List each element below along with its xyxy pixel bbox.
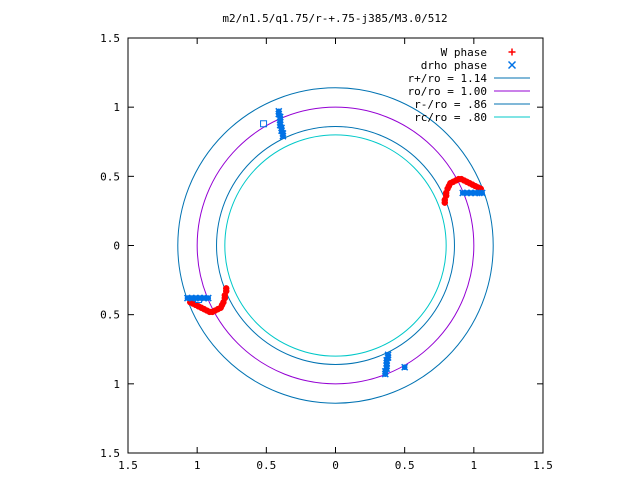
y-tick-label: 1.5 — [100, 447, 120, 460]
x-tick-label: 1.5 — [533, 459, 553, 472]
y-tick-label: 0.5 — [100, 309, 120, 322]
legend-cross-icon — [507, 60, 517, 70]
legend-plus-icon — [508, 48, 516, 56]
chart-title: m2/n1.5/q1.75/r-+.75-j385/M3.0/512 — [222, 12, 447, 25]
x-tick-label: 0.5 — [395, 459, 415, 472]
x-tick-label: 1 — [194, 459, 201, 472]
legend-label: drho phase — [421, 59, 487, 72]
circle-2 — [216, 126, 455, 365]
circle-1 — [196, 106, 475, 385]
y-tick-label: 1 — [113, 378, 120, 391]
x-tick-label: 0 — [332, 459, 339, 472]
legend-label: r+/ro = 1.14 — [408, 72, 488, 85]
legend-label: rc/ro = .80 — [414, 111, 487, 124]
data-series — [183, 107, 486, 378]
circle-0 — [177, 87, 494, 404]
drho-phase-point — [279, 132, 287, 140]
y-tick-label: 0 — [113, 240, 120, 253]
drho-phase-point — [183, 294, 192, 302]
legend-label: W phase — [441, 46, 487, 59]
legend-label: r-/ro = .86 — [414, 98, 487, 111]
reference-circles — [177, 87, 494, 404]
circle-3 — [224, 134, 447, 357]
drho-phase-point — [381, 370, 389, 378]
x-tick-label: 1 — [471, 459, 478, 472]
drho-phase-point — [401, 363, 409, 371]
drho-phase-point — [478, 189, 486, 197]
y-tick-label: 0.5 — [100, 170, 120, 183]
square-marker — [195, 295, 203, 303]
square-marker — [260, 120, 268, 128]
axis-ticks: 1.5 1 0.5 0 0.5 1 1.51.510.500.511.5 — [100, 32, 553, 472]
x-tick-label: 0.5 — [256, 459, 276, 472]
y-tick-label: 1.5 — [100, 32, 120, 45]
y-tick-label: 1 — [113, 101, 120, 114]
legend-label: ro/ro = 1.00 — [408, 85, 487, 98]
x-tick-label: 1.5 — [118, 459, 138, 472]
